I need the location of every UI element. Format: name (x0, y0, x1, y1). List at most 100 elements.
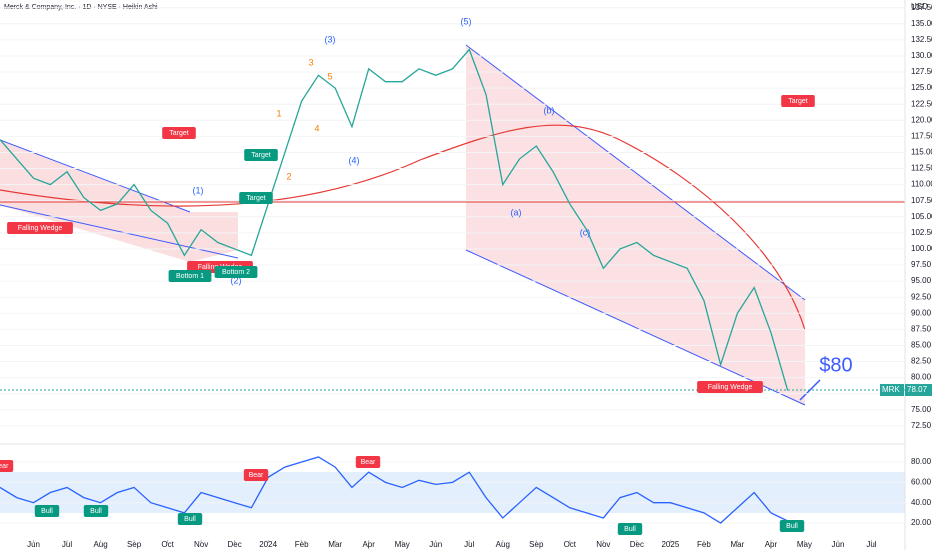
currency-label: USD (911, 2, 928, 11)
annotation-tag (781, 95, 815, 107)
wave-label: (4) (349, 155, 360, 165)
wave-label: 1 (276, 108, 281, 118)
annotation-label: Falling Wedge (708, 384, 753, 391)
y-tick-label: 137.50 (911, 3, 932, 12)
projection-arrow (799, 379, 821, 401)
y-tick-label: 90.00 (911, 308, 932, 317)
y2-tick-label: 80.00 (911, 457, 932, 466)
last-price-tag (905, 384, 932, 397)
trend-line (465, 249, 806, 406)
y-tick-label: 72.50 (911, 421, 932, 430)
y-tick-label: 82.50 (911, 357, 932, 366)
wave-label: (5) (461, 16, 472, 26)
y2-tick-label: 40.00 (911, 498, 932, 507)
y2-tick-label: 20.00 (911, 518, 932, 527)
annotation-tag (177, 513, 203, 525)
annotation-label: Target (169, 130, 189, 137)
y-tick-label: 122.50 (911, 99, 932, 108)
x-tick-label: Mar (328, 540, 342, 549)
annotation-tag (617, 523, 643, 535)
annotation-tag (83, 505, 109, 517)
x-tick-label: Feb (295, 540, 309, 549)
annotation-tag (244, 149, 278, 161)
y-tick-label: 85.00 (911, 341, 932, 350)
x-tick-label: Sep (127, 540, 142, 549)
x-tick-label: May (395, 540, 410, 549)
annotation-tag (214, 266, 258, 278)
annotation-label: Bull (90, 508, 102, 515)
wave-label: (b) (544, 105, 555, 115)
y-tick-label: 95.00 (911, 276, 932, 285)
annotation-label: Bull (624, 526, 636, 533)
annotation-label: Bull (184, 516, 196, 523)
annotation-tag (162, 127, 196, 139)
x-tick-label: Apr (765, 540, 778, 549)
annotation-tag (239, 192, 273, 204)
rsi-line (0, 456, 788, 524)
y-tick-label: 112.50 (911, 164, 932, 173)
annotation-tag (779, 520, 805, 532)
price-line (0, 48, 789, 391)
x-tick-label: Nov (596, 540, 610, 549)
y-tick-label: 135.00 (911, 19, 932, 28)
annotation-label: Target (788, 98, 808, 105)
annotation-label: Bull (41, 508, 53, 515)
x-tick-label: 2025 (661, 540, 679, 549)
x-tick-label: Mar (731, 540, 745, 549)
wave-label: 2 (286, 171, 291, 181)
wave-label: 4 (314, 123, 319, 133)
x-tick-label: Sep (529, 540, 544, 549)
wave-label: (3) (325, 34, 336, 44)
rsi-band (0, 472, 905, 513)
y-tick-label: 132.50 (911, 35, 932, 44)
annotation-tag (0, 460, 14, 472)
x-tick-label: Jun (832, 540, 845, 549)
trend-line (465, 44, 806, 301)
symbol-tag (880, 384, 904, 397)
x-tick-label: Jun (27, 540, 40, 549)
x-tick-label: Feb (697, 540, 711, 549)
annotation-label: Target (246, 195, 266, 202)
annotation-label: Falling Wedge (18, 225, 63, 232)
y-tick-label: 117.50 (911, 131, 932, 140)
annotation-tag (697, 381, 763, 393)
annotation-label: Bear (249, 472, 264, 479)
x-tick-label: Jul (866, 540, 876, 549)
y-tick-label: 105.00 (911, 212, 932, 221)
annotation-tag (355, 456, 381, 468)
x-tick-label: Dec (228, 540, 242, 549)
x-tick-label: Nov (194, 540, 208, 549)
x-tick-label: Oct (564, 540, 577, 549)
x-tick-label: 2024 (259, 540, 277, 549)
wave-label: (c) (580, 227, 591, 237)
annotation-label: Bear (0, 463, 9, 470)
annotation-tag (168, 270, 212, 282)
wave-label: (2) (231, 275, 242, 285)
y-tick-label: 80.00 (911, 373, 932, 382)
x-tick-label: Dec (630, 540, 644, 549)
x-tick-label: Aug (93, 540, 107, 549)
y-tick-label: 97.50 (911, 260, 932, 269)
annotation-tag (34, 505, 60, 517)
wave-label: (1) (193, 185, 204, 195)
x-tick-label: Aug (496, 540, 510, 549)
y-tick-label: 125.00 (911, 83, 932, 92)
wave-label: (a) (511, 207, 522, 217)
annotation-tag (7, 222, 73, 234)
y-tick-label: 120.00 (911, 115, 932, 124)
y-tick-label: 110.00 (911, 180, 932, 189)
x-tick-label: Apr (362, 540, 375, 549)
y-tick-label: 127.50 (911, 67, 932, 76)
x-tick-label: Oct (161, 540, 174, 549)
y-tick-label: 92.50 (911, 292, 932, 301)
price-target-label: $80 (819, 354, 852, 376)
annotation-label: Bottom 2 (222, 269, 250, 276)
y-tick-label: 102.50 (911, 228, 932, 237)
x-tick-label: Jul (62, 540, 72, 549)
annotation-tag (243, 469, 269, 481)
x-tick-label: Jun (429, 540, 442, 549)
annotation-label: Bear (361, 459, 376, 466)
falling-wedge-right (466, 45, 805, 405)
annotation-label: Target (251, 152, 271, 159)
